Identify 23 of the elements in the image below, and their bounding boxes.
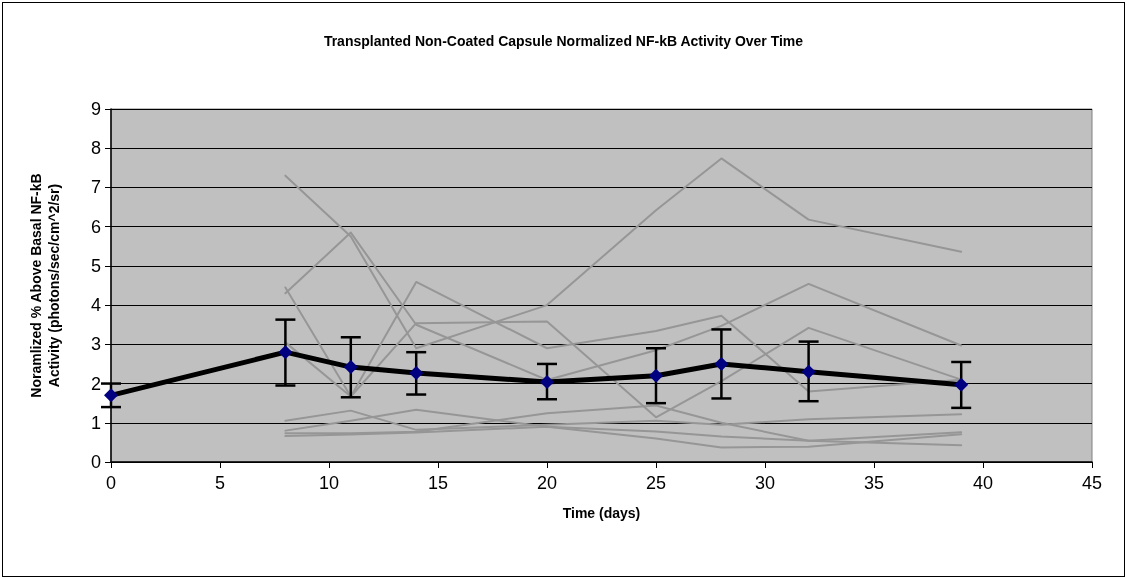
x-tick-label: 40 bbox=[972, 473, 994, 493]
y-tick-label: 6 bbox=[90, 216, 101, 237]
x-tick-label: 30 bbox=[754, 473, 776, 493]
x-tick-label: 15 bbox=[427, 473, 449, 493]
x-tick-label: 0 bbox=[105, 473, 117, 493]
x-tick-label: 45 bbox=[1081, 473, 1103, 493]
y-tick-label: 0 bbox=[90, 452, 101, 472]
y-tick-label: 3 bbox=[90, 334, 101, 355]
y-tick-label: 1 bbox=[90, 412, 101, 433]
y-axis-title: Noramlized % Above Basal NF-kB Activity (photons/sec/cm^2/sr) bbox=[28, 173, 62, 398]
x-tick-label: 20 bbox=[536, 473, 558, 493]
chart-title: Transplanted Non-Coated Capsule Normalized NF-kB Activity Over Time bbox=[323, 33, 804, 49]
y-tick-label: 9 bbox=[90, 99, 101, 119]
y-tick-label: 2 bbox=[90, 373, 101, 394]
y-tick-label: 5 bbox=[90, 255, 101, 276]
x-tick-label: 10 bbox=[318, 473, 340, 493]
x-axis-title: Time (days) bbox=[562, 505, 641, 521]
x-tick-label: 35 bbox=[863, 473, 885, 493]
y-tick-label: 7 bbox=[90, 177, 101, 198]
y-tick-label: 8 bbox=[90, 138, 101, 159]
y-tick-label: 4 bbox=[90, 295, 101, 316]
x-tick-label: 25 bbox=[645, 473, 667, 493]
x-tick-label: 5 bbox=[214, 473, 226, 493]
